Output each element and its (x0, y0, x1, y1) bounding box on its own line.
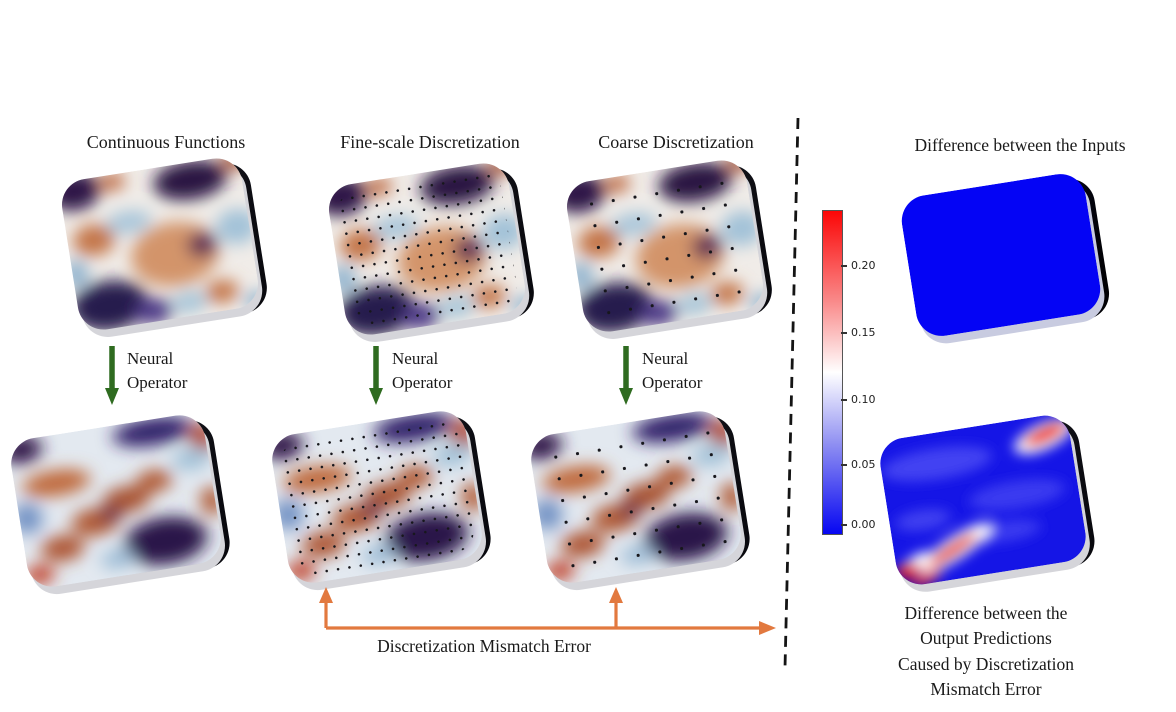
panel-fine-input (325, 160, 538, 346)
panel-fine-output (268, 408, 495, 594)
colorbar-tick-label: 0.00 (851, 518, 876, 531)
title-difference-between-inputs: Difference between the Inputs (914, 135, 1126, 155)
heatmap-continuous-output (7, 412, 224, 591)
title-fine-scale-discretization: Fine-scale Discretization (340, 132, 520, 152)
neural-operator-label: Neural Operator (642, 349, 703, 392)
colorbar-tick-label: 0.05 (851, 458, 876, 471)
colorbar-tick (841, 332, 847, 334)
colorbar (822, 210, 843, 535)
colorbar-tick-label: 0.20 (851, 259, 876, 272)
title-coarse-discretization: Coarse Discretization (598, 132, 754, 152)
output-difference-caption: Difference between the Output Prediction… (898, 603, 1074, 700)
colorbar-tick (841, 399, 847, 401)
panel-continuous-input (58, 155, 271, 341)
neural-operator-label: Neural Operator (392, 349, 453, 392)
heatmap-input-difference (898, 170, 1104, 340)
colorbar-tick (841, 524, 847, 526)
heatmap-continuous-input (58, 155, 262, 334)
heatmap-coarse-output (527, 408, 744, 587)
panel-coarse-input (563, 157, 776, 343)
neural-operator-arrow-icon (369, 346, 383, 405)
panel-continuous-output (7, 412, 234, 598)
colorbar-tick-label: 0.10 (851, 393, 876, 406)
mismatch-arrow-icon (319, 587, 776, 635)
colorbar-tick (841, 464, 847, 466)
title-continuous-functions: Continuous Functions (86, 132, 246, 152)
heatmap-coarse-input (563, 157, 767, 336)
neural-operator-arrow-icon (105, 346, 119, 405)
panel-input-difference (898, 170, 1113, 348)
panel-output-difference (877, 412, 1099, 596)
colorbar-tick (841, 265, 847, 267)
neural-operator-arrow-icon (619, 346, 633, 405)
heatmap-output-difference (877, 412, 1090, 588)
discretization-mismatch-error-label: Discretization Mismatch Error (377, 636, 591, 656)
heatmap-fine-input (325, 160, 529, 339)
colorbar-tick-label: 0.15 (851, 326, 876, 339)
heatmap-fine-output (268, 408, 485, 587)
panel-coarse-output (527, 408, 754, 594)
neural-operator-label: Neural Operator (127, 349, 188, 392)
